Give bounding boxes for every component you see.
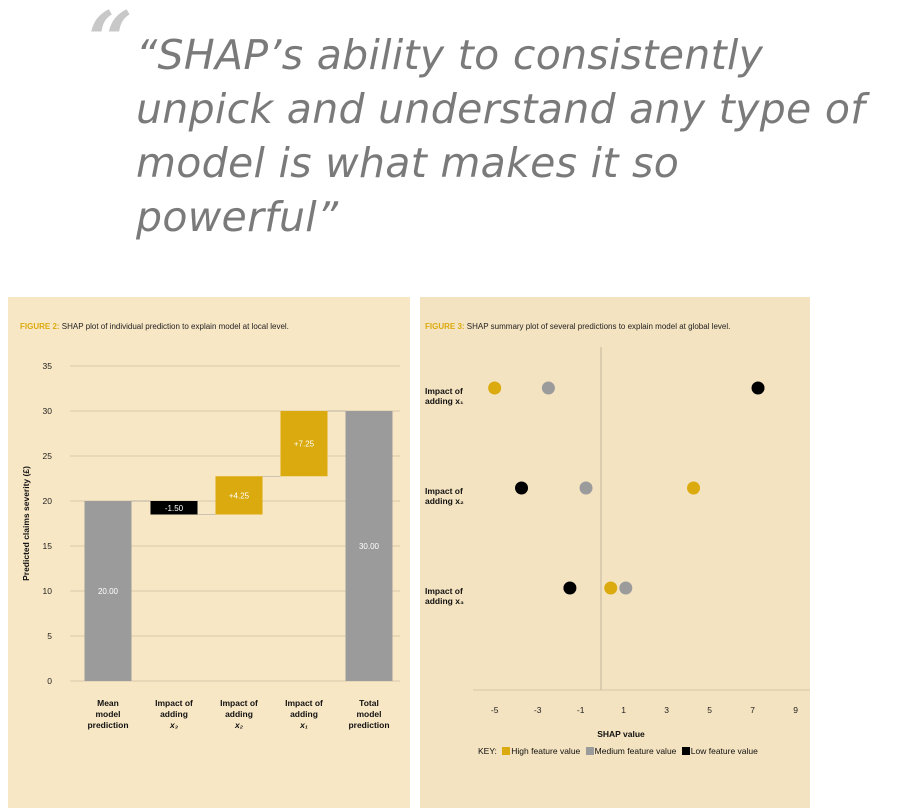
key-swatch-low: [681, 747, 690, 755]
figure-2-caption: SHAP plot of individual prediction to ex…: [61, 322, 289, 331]
key-label-medium: Medium feature value: [594, 746, 677, 756]
key-swatch-high: [502, 747, 511, 755]
quote-line: “SHAP’s ability to consistently: [136, 31, 764, 79]
key-swatch-medium: [585, 747, 594, 755]
pull-quote: “SHAP’s ability to consistently unpick a…: [136, 28, 906, 244]
figure-2-title: FIGURE 2: SHAP plot of individual predic…: [20, 322, 289, 331]
chart-key: KEY: High feature value Medium feature v…: [478, 746, 758, 756]
figure-3-label: FIGURE 3:: [425, 322, 465, 331]
figure-3-caption: SHAP summary plot of several predictions…: [466, 322, 731, 331]
key-label-high: High feature value: [511, 746, 581, 756]
key-label-low: Low feature value: [690, 746, 758, 756]
figure-3-title: FIGURE 3: SHAP summary plot of several p…: [425, 322, 730, 331]
quote-line: unpick and understand any type of: [136, 85, 866, 133]
figure-2-label: FIGURE 2:: [20, 322, 60, 331]
figure-2-panel: [8, 297, 410, 808]
quote-line: model is what makes it so: [136, 139, 680, 187]
key-title: KEY:: [478, 746, 497, 756]
figure-3-panel: [420, 297, 810, 808]
quote-mark-icon: “: [88, 0, 133, 86]
quote-line: powerful”: [136, 193, 339, 241]
